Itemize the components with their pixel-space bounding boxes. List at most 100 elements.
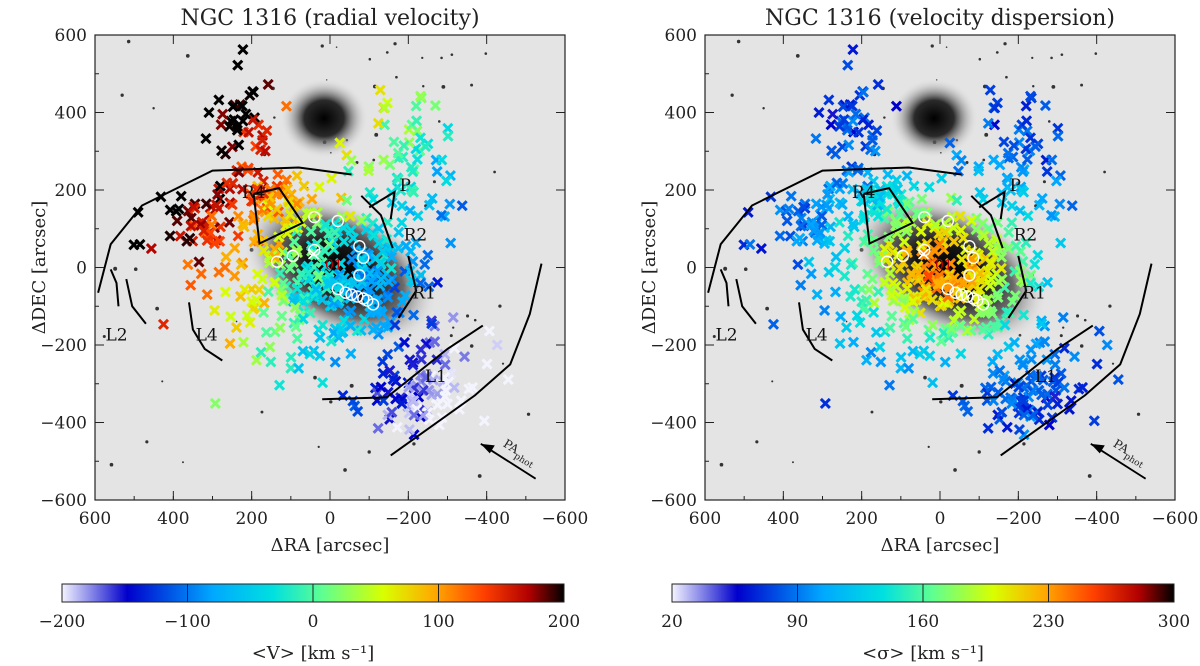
star: [923, 375, 927, 380]
data-point: [996, 251, 1008, 263]
data-point: [164, 230, 176, 242]
data-point: [293, 362, 305, 374]
data-point: [833, 120, 846, 132]
x-tick-label: −600: [542, 509, 589, 529]
data-point: [412, 210, 424, 222]
data-point: [235, 259, 247, 271]
data-point: [291, 332, 303, 345]
colorbar-tick-label: 160: [907, 612, 939, 632]
colorbar-tick-label: 100: [422, 612, 454, 632]
data-point: [442, 130, 454, 142]
data-point: [1101, 339, 1113, 351]
data-point: [290, 321, 302, 333]
data-point: [448, 382, 460, 394]
data-point: [338, 236, 350, 248]
data-point: [329, 226, 341, 238]
data-point: [955, 348, 967, 360]
data-point: [989, 102, 1001, 114]
data-point: [415, 353, 427, 365]
data-point: [206, 210, 218, 222]
data-point: [781, 215, 793, 227]
data-point: [907, 313, 919, 325]
star: [1042, 180, 1046, 184]
data-point: [237, 115, 249, 127]
data-point: [320, 260, 332, 272]
data-point: [985, 273, 997, 286]
circle-marker: [339, 286, 352, 299]
star: [120, 93, 124, 97]
data-point: [1042, 399, 1054, 411]
data-point: [884, 322, 896, 334]
region-label-l4: L4: [806, 325, 828, 345]
center-marker: [307, 248, 320, 260]
star: [438, 120, 441, 123]
data-point: [445, 237, 457, 249]
data-point: [411, 153, 423, 165]
star: [1003, 42, 1007, 46]
data-point: [414, 132, 427, 144]
x-tick-label: −400: [463, 509, 510, 529]
data-point: [839, 270, 851, 282]
data-point: [1032, 249, 1044, 261]
star: [372, 158, 376, 162]
region-boundary: [735, 278, 757, 325]
data-point: [1037, 374, 1049, 386]
data-point: [1022, 210, 1034, 222]
data-point: [863, 284, 875, 296]
star: [102, 334, 106, 339]
data-point: [927, 319, 939, 331]
circle-marker: [331, 214, 345, 228]
star: [484, 52, 488, 55]
data-point: [284, 262, 296, 275]
star: [1103, 170, 1106, 174]
data-point: [229, 270, 241, 282]
data-point: [854, 317, 866, 329]
data-point: [481, 358, 493, 370]
circle-marker: [366, 298, 380, 311]
data-point: [847, 336, 860, 348]
data-point: [274, 267, 286, 279]
data-point: [425, 315, 438, 327]
data-point: [398, 336, 411, 349]
region-boundary: [862, 186, 915, 246]
star: [984, 132, 989, 137]
y-axis-label: ΔDEC [arcsec]: [639, 201, 660, 335]
data-point: [209, 397, 221, 409]
data-point: [258, 245, 270, 257]
data-point: [914, 348, 926, 360]
data-point: [791, 235, 803, 247]
data-point: [386, 406, 398, 418]
data-point: [227, 101, 239, 113]
data-point: [367, 324, 379, 336]
data-point: [1049, 359, 1061, 371]
star: [765, 306, 770, 311]
data-point: [982, 117, 994, 129]
data-point: [1068, 351, 1081, 363]
data-point: [805, 268, 817, 280]
data-point: [803, 256, 815, 268]
data-point: [386, 196, 398, 209]
region-boundary: [932, 324, 1094, 401]
data-point: [983, 237, 995, 249]
star: [493, 170, 496, 174]
data-point: [847, 43, 859, 56]
data-point: [993, 276, 1005, 288]
colorbar-tick-label: −100: [164, 612, 211, 632]
star: [795, 54, 800, 58]
data-point: [955, 320, 967, 332]
data-point: [988, 154, 1000, 166]
data-point: [313, 181, 325, 193]
region-boundary: [397, 255, 418, 319]
data-point: [377, 355, 389, 368]
chart-title: NGC 1316 (radial velocity): [180, 6, 479, 31]
star: [320, 44, 324, 48]
data-point: [882, 168, 894, 181]
data-point: [1005, 184, 1017, 197]
x-tick-label: 400: [157, 509, 189, 529]
star: [1094, 52, 1098, 55]
data-point: [927, 377, 939, 389]
region-label-r4: R4: [242, 183, 266, 203]
data-point: [326, 172, 338, 184]
data-point: [345, 348, 357, 360]
data-point: [408, 186, 420, 198]
